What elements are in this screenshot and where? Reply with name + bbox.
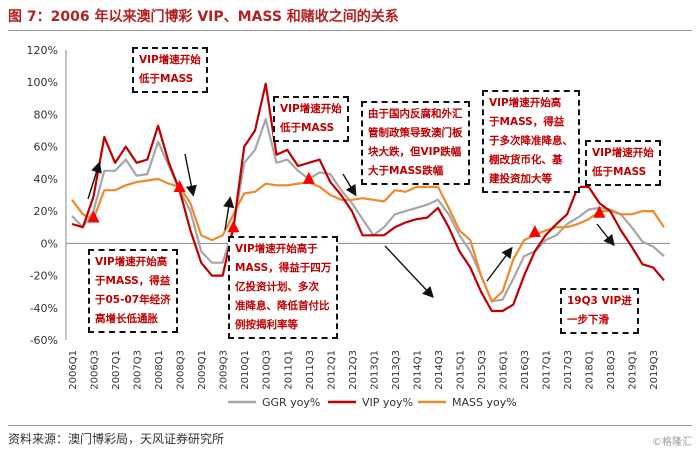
x-tick-label: 2011Q3 bbox=[305, 350, 316, 390]
x-tick-label: 2012Q3 bbox=[348, 350, 359, 390]
y-tick-label: 0% bbox=[41, 237, 58, 250]
figure-title: 图 7：2006 年以来澳门博彩 VIP、MASS 和赌收之间的关系 bbox=[8, 9, 399, 25]
legend-label-vip: VIP yoy% bbox=[362, 396, 413, 409]
x-tick-label: 2009Q1 bbox=[197, 350, 208, 390]
series-line-mass bbox=[71, 177, 665, 303]
triangle-marker bbox=[87, 210, 100, 223]
x-tick-label: 2016Q3 bbox=[520, 350, 531, 390]
triangle-marker bbox=[528, 225, 541, 238]
triangle-marker bbox=[593, 205, 606, 218]
y-tick-label: 100% bbox=[27, 76, 58, 89]
annotation-19q3-vip-decline: 19Q3 VIP进 一步下滑 bbox=[560, 288, 639, 334]
x-tick-label: 2014Q1 bbox=[412, 350, 423, 390]
y-tick-label: -40% bbox=[30, 302, 58, 315]
x-tick-label: 2016Q1 bbox=[499, 350, 510, 390]
x-tick-label: 2012Q1 bbox=[326, 350, 337, 390]
annotation-vip-below-mass-2008: VIP增速开始 低于MASS bbox=[132, 47, 208, 93]
source-note: 资料来源：澳门博彩局，天风证券研究所 bbox=[8, 432, 225, 446]
x-tick-label: 2006Q1 bbox=[68, 350, 79, 390]
trend-arrow bbox=[486, 246, 513, 282]
y-tick-label: -20% bbox=[30, 270, 58, 283]
annotation-vip-below-mass-2018: VIP增速开始 低于MASS bbox=[585, 140, 661, 186]
watermark: ©格隆汇 bbox=[652, 437, 692, 448]
x-tick-label: 2006Q3 bbox=[90, 350, 101, 390]
annotation-vip-above-mass-2009: VIP增速开始高于 MASS，得益于四万 亿投资计划、多次 准降息、降低首付比 … bbox=[228, 236, 339, 339]
triangle-marker bbox=[227, 220, 240, 233]
annotation-vip-above-mass-2016: VIP增速开始高 于MASS，得益 于多次降准降息、 棚改货币化、基 建投资加大… bbox=[482, 90, 580, 193]
triangle-marker bbox=[173, 179, 186, 192]
x-tick-label: 2017Q3 bbox=[563, 350, 574, 390]
x-tick-label: 2007Q3 bbox=[133, 350, 144, 390]
source-divider bbox=[8, 425, 692, 426]
x-tick-label: 2018Q1 bbox=[585, 350, 596, 390]
x-tick-label: 2013Q1 bbox=[369, 350, 380, 390]
x-tick-label: 2017Q1 bbox=[542, 350, 553, 390]
triangle-marker bbox=[302, 171, 315, 184]
x-tick-label: 2019Q3 bbox=[649, 350, 660, 390]
trend-arrow bbox=[596, 223, 615, 247]
x-tick-label: 2010Q1 bbox=[240, 350, 251, 390]
x-tick-label: 2011Q1 bbox=[283, 350, 294, 390]
x-tick-label: 2013Q3 bbox=[391, 350, 402, 390]
x-tick-label: 2018Q3 bbox=[606, 350, 617, 390]
trend-arrow bbox=[184, 153, 197, 197]
annotation-vip-above-mass-2006: VIP增速开始高 于MASS，得益 于05-07年经济 高增长低通胀 bbox=[88, 249, 178, 333]
x-tick-label: 2007Q1 bbox=[111, 350, 122, 390]
annotation-anticorruption: 由于国内反腐和外汇 管制政策导致澳门板 块大跌，但VIP跌幅 大于MASS跌幅 bbox=[361, 101, 470, 185]
x-tick-label: 2008Q3 bbox=[176, 350, 187, 390]
x-tick-label: 2015Q3 bbox=[477, 350, 488, 390]
title-divider bbox=[8, 30, 692, 31]
trend-arrow bbox=[384, 245, 434, 299]
y-tick-label: 40% bbox=[34, 173, 58, 186]
x-tick-label: 2019Q1 bbox=[628, 350, 639, 390]
x-tick-label: 2010Q3 bbox=[262, 350, 273, 390]
y-tick-label: -60% bbox=[30, 334, 58, 347]
x-tick-label: 2009Q3 bbox=[219, 350, 230, 390]
y-tick-label: 120% bbox=[27, 44, 58, 57]
x-tick-label: 2015Q1 bbox=[455, 350, 466, 390]
x-tick-label: 2014Q3 bbox=[434, 350, 445, 390]
trend-arrow bbox=[223, 196, 235, 231]
x-tick-label: 2008Q1 bbox=[154, 350, 165, 390]
chart: 120% 100% 80% 60% 40% 20% 0% -20% -40% -60% 2006Q1… bbox=[27, 44, 670, 409]
series-line-vip bbox=[71, 82, 665, 313]
annotation-vip-below-mass-2010: VIP增速开始 低于MASS bbox=[273, 96, 349, 142]
trend-arrow bbox=[87, 161, 102, 200]
y-tick-label: 80% bbox=[34, 108, 58, 121]
y-tick-label: 60% bbox=[34, 141, 58, 154]
trend-arrow bbox=[342, 173, 357, 197]
y-tick-label: 20% bbox=[34, 205, 58, 218]
legend-label-mass: MASS yoy% bbox=[452, 396, 517, 409]
legend-label-ggr: GGR yoy% bbox=[262, 396, 320, 409]
